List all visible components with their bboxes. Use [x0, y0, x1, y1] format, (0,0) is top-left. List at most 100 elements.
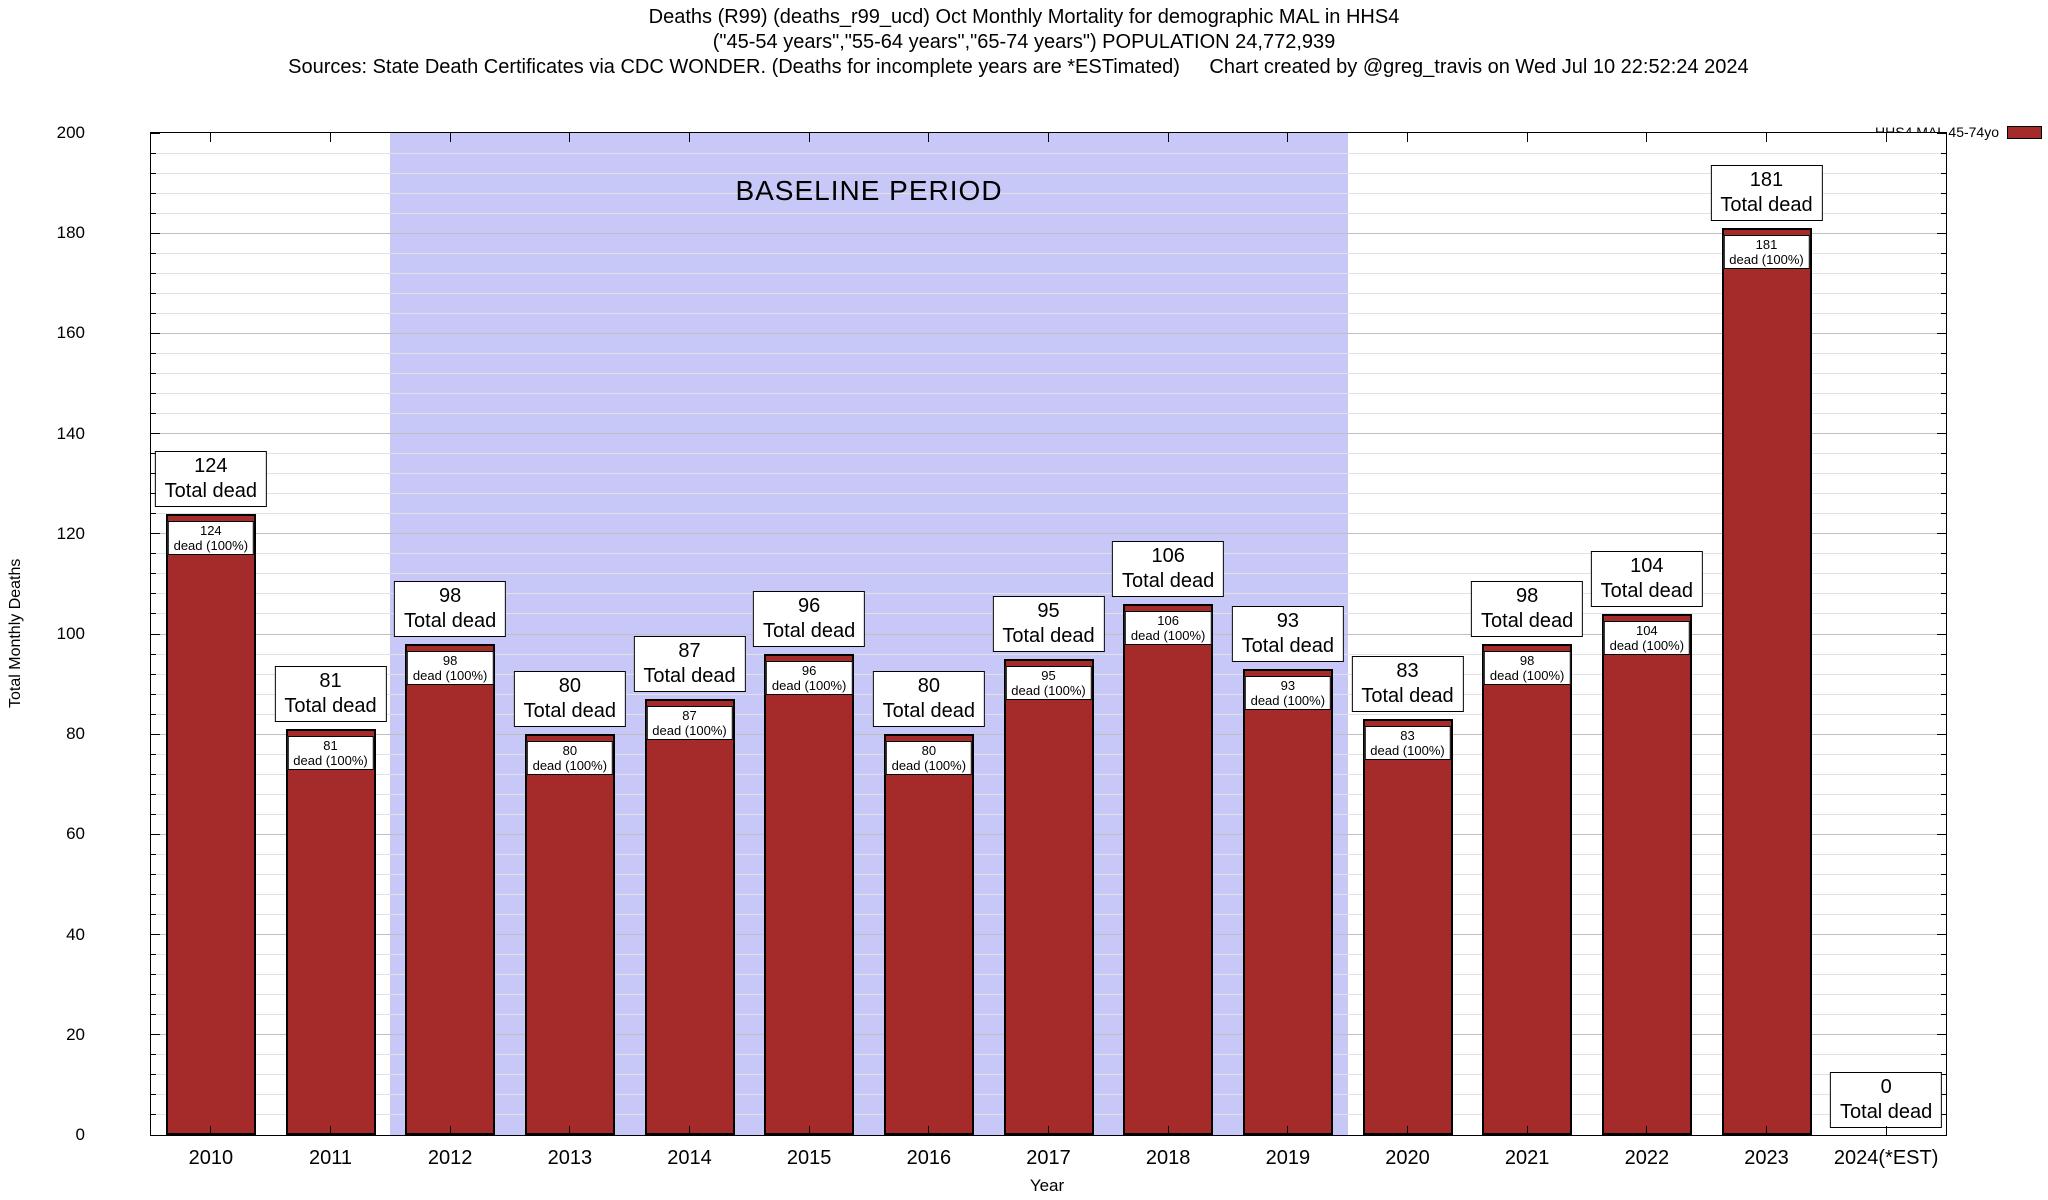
y-minor-tick — [151, 793, 156, 795]
bar-inner-label: 80 dead (100%) — [526, 741, 614, 776]
x-tick — [1766, 133, 1767, 142]
y-tick — [151, 633, 160, 635]
y-gridline-major — [151, 433, 1946, 435]
y-minor-tick — [1941, 813, 1946, 815]
x-tick — [1048, 133, 1049, 142]
y-minor-tick — [151, 873, 156, 875]
y-minor-tick — [1941, 894, 1946, 896]
bar-total-label: 181 Total dead — [1710, 165, 1823, 222]
y-minor-tick — [151, 312, 156, 314]
x-tick-label: 2018 — [1145, 1147, 1191, 1169]
y-minor-tick — [151, 413, 156, 415]
y-tick — [151, 132, 160, 134]
x-tick — [330, 133, 331, 142]
bar — [1003, 659, 1094, 1135]
y-minor-tick — [1941, 954, 1946, 956]
x-tick — [1048, 1126, 1049, 1135]
bar — [285, 729, 376, 1135]
y-minor-tick — [151, 513, 156, 515]
bar-total-label: 96 Total dead — [753, 591, 866, 648]
x-tick — [928, 1126, 930, 1135]
y-gridline-minor — [151, 393, 1946, 395]
y-minor-tick — [1941, 1054, 1946, 1056]
y-tick — [151, 1134, 160, 1136]
y-tick-label: 160 — [56, 323, 85, 343]
x-tick — [689, 1126, 690, 1135]
y-minor-tick — [1941, 593, 1946, 595]
x-tick — [808, 1126, 810, 1135]
bar-total-label: 124 Total dead — [154, 450, 267, 507]
bar — [1362, 719, 1453, 1135]
y-minor-tick — [1941, 252, 1946, 254]
y-tick-label: 60 — [66, 824, 85, 844]
bar-inner-label: 106 dead (100%) — [1124, 610, 1212, 645]
x-tick-label: 2016 — [906, 1147, 952, 1169]
y-tick — [1937, 332, 1946, 334]
y-minor-tick — [1941, 292, 1946, 294]
bar-total-label: 83 Total dead — [1351, 656, 1464, 713]
bar-inner-label: 95 dead (100%) — [1005, 666, 1092, 701]
x-tick-label: 2012 — [427, 1147, 473, 1169]
y-gridline-minor — [151, 493, 1946, 495]
bar-inner-label: 98 dead (100%) — [406, 651, 494, 686]
y-minor-tick — [1941, 914, 1946, 916]
x-tick-label: 2015 — [786, 1147, 832, 1169]
y-minor-tick — [151, 1074, 156, 1076]
y-tick — [151, 232, 160, 234]
bar-total-label: 93 Total dead — [1231, 606, 1344, 663]
chart-title: Deaths (R99) (deaths_r99_ucd) Oct Monthl… — [648, 6, 1400, 28]
credit-note: Chart created by @greg_travis on Wed Jul… — [1209, 56, 1749, 78]
y-tick-label: 120 — [56, 523, 85, 543]
y-minor-tick — [1941, 653, 1946, 655]
y-minor-tick — [151, 252, 156, 254]
y-minor-tick — [1941, 312, 1946, 314]
y-minor-tick — [151, 914, 156, 916]
y-minor-tick — [1941, 473, 1946, 475]
y-tick — [1937, 1134, 1946, 1136]
x-tick-label: 2013 — [547, 1147, 593, 1169]
legend-swatch — [2007, 125, 2042, 139]
baseline-period-label: BASELINE PERIOD — [735, 175, 1003, 206]
y-minor-tick — [151, 453, 156, 455]
bar-total-label: 98 Total dead — [394, 581, 507, 638]
y-minor-tick — [1941, 513, 1946, 515]
y-gridline-minor — [151, 192, 1946, 194]
x-tick — [1167, 1126, 1169, 1135]
y-tick — [151, 1034, 160, 1036]
bar — [764, 654, 855, 1135]
y-minor-tick — [1941, 192, 1946, 194]
y-minor-tick — [1941, 673, 1946, 675]
y-minor-tick — [1941, 1014, 1946, 1016]
x-tick — [689, 133, 690, 142]
x-tick — [808, 133, 810, 142]
y-tick-label: 140 — [56, 423, 85, 443]
y-gridline-major — [151, 533, 1946, 535]
y-minor-tick — [151, 853, 156, 855]
bar-total-label: 87 Total dead — [633, 636, 746, 693]
y-minor-tick — [1941, 272, 1946, 274]
y-minor-tick — [151, 172, 156, 174]
y-minor-tick — [1941, 994, 1946, 996]
sources-note: Sources: State Death Certificates via CD… — [288, 56, 1180, 78]
y-gridline-major — [151, 232, 1946, 234]
x-tick — [449, 133, 451, 142]
y-minor-tick — [151, 1114, 156, 1116]
x-tick-label: 2021 — [1504, 1147, 1550, 1169]
y-minor-tick — [151, 573, 156, 575]
y-minor-tick — [1941, 372, 1946, 374]
y-gridline-minor — [151, 653, 1946, 655]
x-tick — [1287, 133, 1289, 142]
x-tick — [1407, 133, 1408, 142]
bar-total-label: 80 Total dead — [872, 671, 985, 728]
bar-total-label: 98 Total dead — [1471, 581, 1584, 638]
y-minor-tick — [1941, 753, 1946, 755]
y-gridline-minor — [151, 272, 1946, 274]
bar-inner-label: 98 dead (100%) — [1483, 651, 1571, 686]
y-tick — [151, 833, 160, 835]
y-gridline-minor — [151, 413, 1946, 415]
x-tick — [1766, 1126, 1767, 1135]
y-tick-label: 0 — [75, 1125, 85, 1144]
y-minor-tick — [1941, 974, 1946, 976]
y-minor-tick — [151, 994, 156, 996]
